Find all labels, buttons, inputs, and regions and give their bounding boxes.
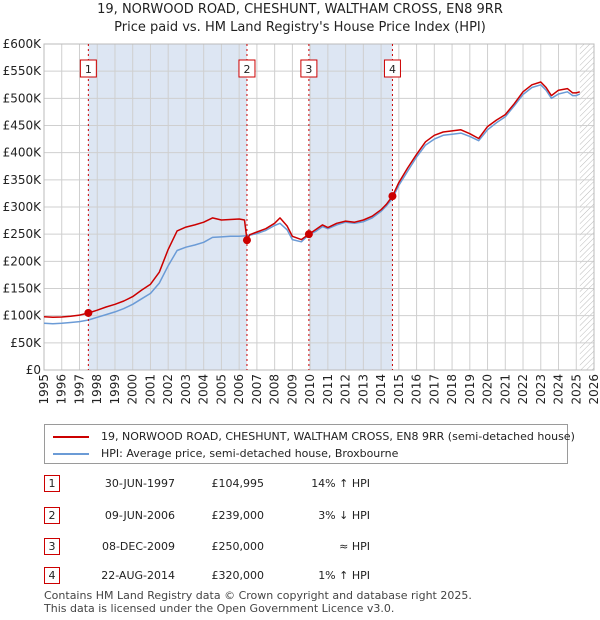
- plot-border: [43, 43, 595, 371]
- chart-title-line2: Price paid vs. HM Land Registry's House …: [114, 20, 486, 35]
- x-tick-label: 2024: [552, 374, 566, 405]
- footer-licence: This data is licensed under the Open Gov…: [44, 602, 395, 615]
- y-tick-label: £0: [26, 363, 41, 377]
- transaction-price: £250,000: [211, 540, 265, 553]
- transaction-number: 1: [44, 475, 60, 492]
- sale-point-1: [84, 308, 93, 317]
- x-tick-label: 1995: [37, 374, 51, 405]
- y-tick-label: £500K: [3, 91, 43, 105]
- transaction-hpi: 14% ↑ HPI: [311, 477, 370, 490]
- y-tick-label: £350K: [3, 173, 43, 187]
- x-tick-label: 2025: [569, 374, 583, 405]
- x-tick-label: 2003: [179, 374, 193, 405]
- x-tick-label: 2009: [285, 374, 299, 405]
- marker-label-3: 3: [305, 63, 312, 76]
- hpi-line: [44, 84, 581, 325]
- x-tick-label: 2006: [232, 374, 246, 405]
- transaction-date: 30-JUN-1997: [104, 477, 175, 490]
- legend-label-hpi: HPI: Average price, semi-detached house,…: [101, 447, 399, 460]
- x-tick-label: 2026: [587, 374, 600, 405]
- x-tick-label: 2013: [356, 374, 370, 405]
- transaction-price: £320,000: [211, 569, 265, 582]
- marker-label-1: 1: [85, 63, 92, 76]
- x-tick-label: 2019: [463, 374, 477, 405]
- marker-box-1: [79, 59, 97, 78]
- marker-box-3: [300, 59, 318, 78]
- transaction-price: £239,000: [211, 509, 265, 522]
- x-tick-label: 2001: [143, 374, 157, 405]
- sale-point-3: [304, 230, 313, 239]
- x-tick-label: 2004: [197, 374, 211, 405]
- x-tick-label: 2022: [516, 374, 530, 405]
- transaction-number: 2: [44, 507, 60, 524]
- x-tick-label: 1999: [108, 374, 122, 405]
- x-tick-label: 2014: [374, 374, 388, 405]
- x-tick-label: 2015: [392, 374, 406, 405]
- y-tick-label: £450K: [3, 119, 43, 133]
- transaction-price: £104,995: [211, 477, 265, 490]
- transaction-number: 4: [44, 567, 60, 584]
- x-tick-label: 2007: [250, 374, 264, 405]
- marker-box-2: [238, 59, 256, 78]
- transaction-hpi: 1% ↑ HPI: [318, 569, 370, 582]
- marker-label-4: 4: [389, 63, 396, 76]
- y-tick-label: £600K: [3, 37, 43, 51]
- x-tick-label: 1998: [90, 374, 104, 405]
- y-tick-label: £250K: [3, 227, 43, 241]
- legend-label-property: 19, NORWOOD ROAD, CHESHUNT, WALTHAM CROS…: [101, 430, 575, 443]
- chart-title-line1: 19, NORWOOD ROAD, CHESHUNT, WALTHAM CROS…: [97, 2, 503, 17]
- x-tick-label: 2023: [534, 374, 548, 405]
- x-tick-label: 2000: [126, 374, 140, 405]
- x-tick-label: 2020: [481, 374, 495, 405]
- marker-label-2: 2: [243, 63, 250, 76]
- legend: 19, NORWOOD ROAD, CHESHUNT, WALTHAM CROS…: [44, 424, 575, 464]
- y-tick-label: £100K: [3, 309, 43, 323]
- property-price-line: [44, 81, 581, 319]
- y-tick-label: £50K: [10, 336, 42, 350]
- x-tick-label: 2016: [410, 374, 424, 405]
- y-tick-label: £400K: [3, 146, 43, 160]
- y-tick-label: £300K: [3, 200, 43, 214]
- transaction-hpi: ≈ HPI: [339, 540, 370, 553]
- transaction-date: 09-JUN-2006: [104, 509, 175, 522]
- y-tick-label: £150K: [3, 282, 43, 296]
- y-tick-label: £550K: [3, 64, 43, 78]
- legend-swatch-property: [53, 436, 89, 438]
- x-tick-label: 2011: [321, 374, 335, 405]
- sale-point-2: [242, 236, 251, 245]
- x-tick-label: 2021: [498, 374, 512, 405]
- x-tick-label: 1997: [72, 374, 86, 405]
- x-tick-label: 2008: [268, 374, 282, 405]
- transaction-hpi: 3% ↓ HPI: [318, 509, 370, 522]
- x-tick-label: 2005: [214, 374, 228, 405]
- x-tick-label: 2012: [339, 374, 353, 405]
- legend-swatch-hpi: [53, 453, 89, 455]
- x-tick-label: 2010: [303, 374, 317, 405]
- footer-copyright: Contains HM Land Registry data © Crown c…: [44, 589, 472, 602]
- x-tick-label: 2002: [161, 374, 175, 405]
- marker-box-4: [383, 59, 401, 78]
- x-tick-label: 2018: [445, 374, 459, 405]
- transaction-number: 3: [44, 538, 60, 555]
- x-tick-label: 1996: [55, 374, 69, 405]
- transaction-date: 08-DEC-2009: [101, 540, 175, 553]
- transaction-date: 22-AUG-2014: [101, 569, 175, 582]
- price-chart: £0 £50K £100K £150K £200K £250K £300K £350K £400…: [3, 37, 600, 405]
- y-tick-label: £200K: [3, 254, 43, 268]
- x-tick-label: 2017: [427, 374, 441, 405]
- sale-point-4: [388, 192, 397, 201]
